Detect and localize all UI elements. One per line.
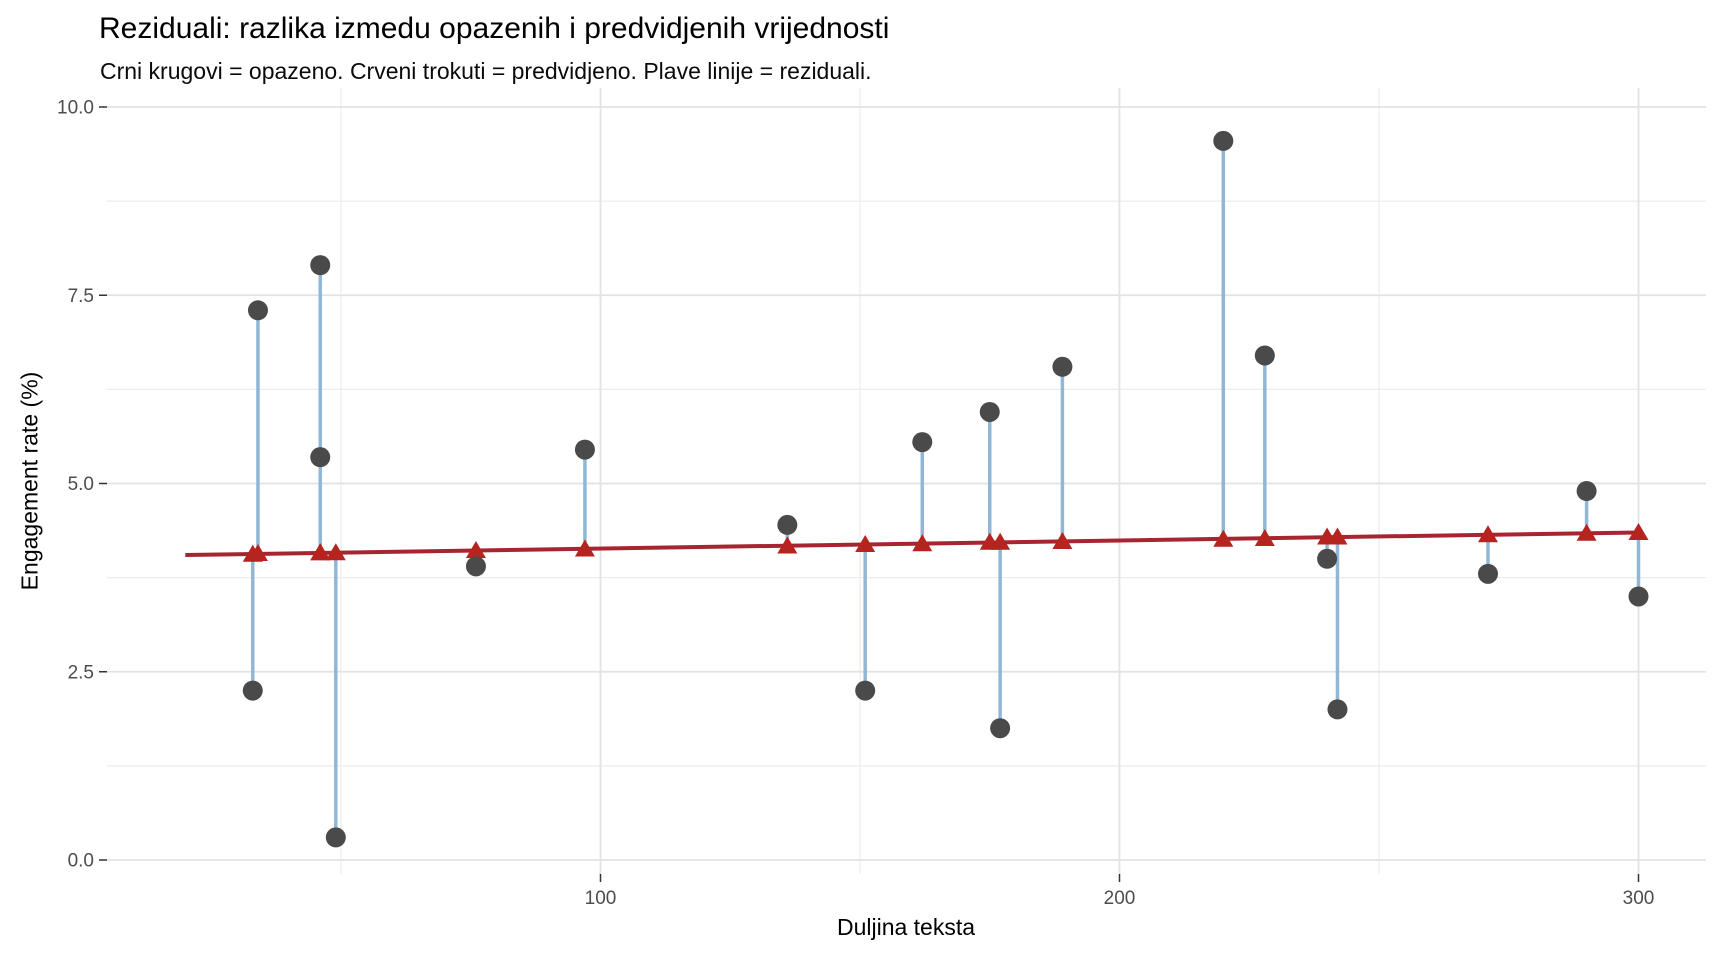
- predicted-point: [1254, 528, 1275, 546]
- y-axis-title: Engagement rate (%): [16, 371, 43, 591]
- predicted-point: [1327, 527, 1348, 545]
- predicted-point: [912, 534, 933, 552]
- observed-point: [325, 827, 346, 848]
- predicted-point: [1576, 523, 1597, 541]
- y-tick-label: 7.5: [68, 286, 94, 307]
- y-tick-label: 10.0: [57, 98, 94, 119]
- predicted-point: [777, 536, 798, 554]
- predicted-point: [1628, 522, 1649, 540]
- observed-point: [1576, 481, 1597, 502]
- observed-point: [1254, 345, 1275, 366]
- predicted-point: [1052, 531, 1073, 549]
- observed-point: [465, 556, 486, 577]
- trend-line: [185, 530, 1639, 558]
- observed-point: [310, 255, 331, 276]
- predicted-point: [325, 543, 346, 561]
- predicted-point: [855, 534, 876, 552]
- x-axis-title: Duljina teksta: [836, 914, 976, 940]
- predicted-point: [990, 532, 1011, 550]
- x-tick-label: 300: [1623, 888, 1655, 909]
- observed-point: [990, 718, 1011, 739]
- predicted-point: [247, 544, 268, 562]
- predicted-point: [574, 539, 595, 557]
- y-tick-label: 2.5: [68, 662, 94, 683]
- predicted-point: [1477, 525, 1498, 543]
- observed-point: [855, 680, 876, 701]
- observed-point: [310, 447, 331, 468]
- observed-point: [912, 432, 933, 453]
- predicted-point: [465, 541, 486, 559]
- observed-point: [1052, 356, 1073, 377]
- observed-point: [1317, 548, 1338, 569]
- y-tick-label: 0.0: [68, 851, 94, 872]
- y-tick-label: 5.0: [68, 474, 94, 495]
- observed-point: [1477, 563, 1498, 584]
- predicted-point: [310, 543, 331, 561]
- observed-point: [777, 514, 798, 535]
- observed-point: [979, 401, 1000, 422]
- observed-point: [247, 300, 268, 321]
- x-tick-label: 200: [1104, 888, 1136, 909]
- x-tick-label: 100: [585, 888, 617, 909]
- observed-point: [1327, 699, 1348, 720]
- observed-point: [242, 680, 263, 701]
- plot-title: Reziduali: razlika izmedu opazenih i pre…: [99, 12, 890, 45]
- observed-point: [574, 439, 595, 460]
- plot-subtitle: Crni krugovi = opazeno. Crveni trokuti =…: [100, 58, 872, 84]
- predicted-point: [1213, 529, 1234, 547]
- observed-point: [1628, 586, 1649, 607]
- observed-point: [1213, 130, 1234, 151]
